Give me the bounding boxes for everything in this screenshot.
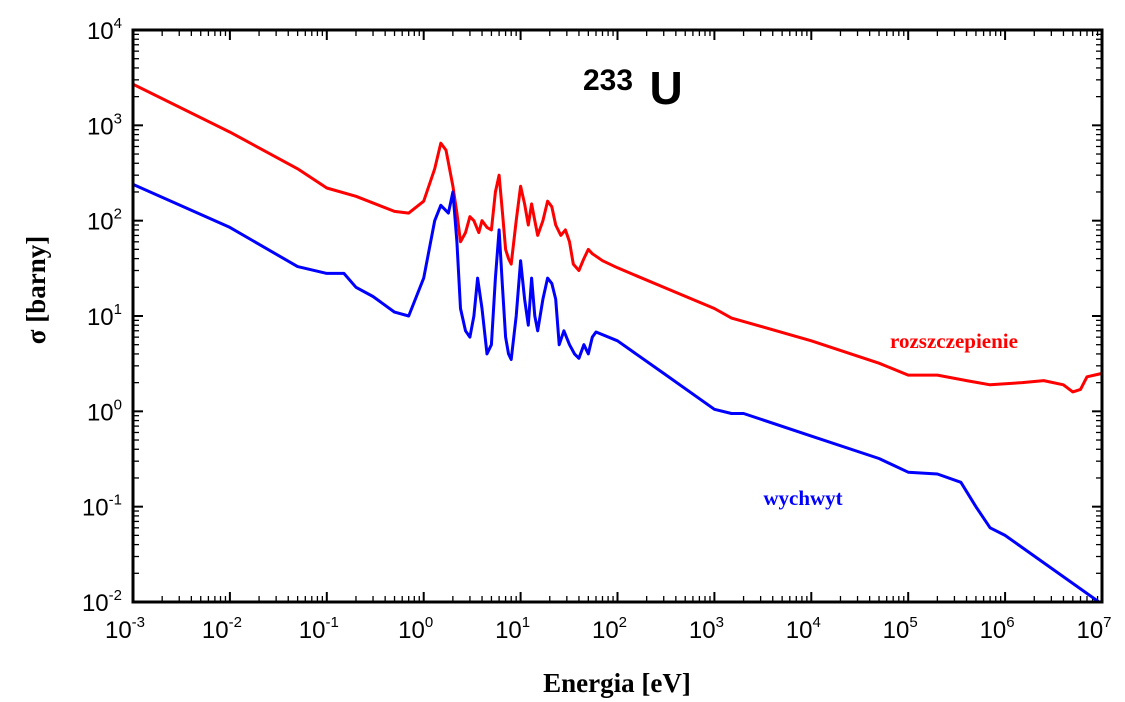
x-axis-title: Energia [eV] <box>543 668 691 698</box>
y-tick-label: 10-1 <box>82 492 122 522</box>
y-tick-exponent: 3 <box>114 110 122 127</box>
x-tick-exponent: 1 <box>522 614 530 631</box>
x-tick-exponent: 3 <box>716 614 724 631</box>
y-tick-exponent: 4 <box>114 15 122 32</box>
x-tick-base: 10 <box>883 617 910 644</box>
x-tick-label: 103 <box>689 614 724 644</box>
x-tick-label: 10-1 <box>299 614 339 644</box>
x-tick-base: 10 <box>1076 617 1103 644</box>
x-tick-exponent: 5 <box>909 614 917 631</box>
y-tick-label: 10-2 <box>82 587 122 617</box>
x-tick-base: 10 <box>105 617 132 644</box>
series-line-rozszczepienie <box>133 82 1102 394</box>
x-tick-exponent: 7 <box>1103 614 1111 631</box>
x-tick-base: 10 <box>202 617 229 644</box>
y-tick-base: 10 <box>87 399 114 426</box>
y-tick-exponent: 1 <box>114 301 122 318</box>
y-tick-base: 10 <box>87 304 114 331</box>
y-tick-exponent: -1 <box>109 492 122 509</box>
axis-ticks <box>132 30 1103 603</box>
x-tick-label: 106 <box>980 614 1015 644</box>
x-tick-base: 10 <box>980 617 1007 644</box>
y-axis-title: σ [barny] <box>21 236 51 344</box>
plot-frame <box>131 28 1104 604</box>
x-tick-label: 10-2 <box>202 614 242 644</box>
y-tick-exponent: 2 <box>114 206 122 223</box>
y-tick-base: 10 <box>87 209 114 236</box>
isotope-title: 233 U <box>583 62 683 114</box>
series-layer <box>133 82 1102 602</box>
y-tick-exponent: 0 <box>114 396 122 413</box>
x-tick-exponent: 6 <box>1006 614 1014 631</box>
x-tick-label: 105 <box>883 614 918 644</box>
series-label-rozszczepienie: rozszczepienie <box>890 329 1018 353</box>
y-tick-base: 10 <box>87 18 114 45</box>
x-tick-base: 10 <box>299 617 326 644</box>
x-tick-exponent: 2 <box>619 614 627 631</box>
x-tick-base: 10 <box>689 617 716 644</box>
x-tick-labels: 10-3 10-2 10-1 100 101 102 103 104 105 106 107 <box>105 614 1112 644</box>
y-tick-label: 103 <box>87 110 122 140</box>
x-tick-label: 101 <box>495 614 530 644</box>
y-tick-label: 100 <box>87 396 122 426</box>
x-tick-base: 10 <box>398 617 425 644</box>
y-tick-label: 101 <box>87 301 122 331</box>
x-tick-label: 10-3 <box>105 614 145 644</box>
x-tick-exponent: 0 <box>425 614 433 631</box>
y-tick-base: 10 <box>87 113 114 140</box>
y-tick-label: 104 <box>87 15 122 45</box>
x-tick-exponent: 4 <box>812 614 820 631</box>
x-tick-exponent: -1 <box>325 614 338 631</box>
x-tick-label: 100 <box>398 614 433 644</box>
isotope-element: U <box>650 62 683 114</box>
x-tick-exponent: -2 <box>229 614 242 631</box>
y-tick-base: 10 <box>82 590 109 617</box>
y-tick-base: 10 <box>82 495 109 522</box>
x-tick-base: 10 <box>786 617 813 644</box>
x-tick-label: 102 <box>592 614 627 644</box>
x-tick-label: 107 <box>1076 614 1111 644</box>
x-tick-exponent: -3 <box>132 614 145 631</box>
x-tick-label: 104 <box>786 614 821 644</box>
series-line-wychwyt <box>133 182 1102 602</box>
series-label-wychwyt: wychwyt <box>763 486 842 510</box>
isotope-mass-number: 233 <box>583 64 633 97</box>
y-tick-exponent: -2 <box>109 587 122 604</box>
y-tick-label: 102 <box>87 206 122 236</box>
x-tick-base: 10 <box>592 617 619 644</box>
x-tick-base: 10 <box>495 617 522 644</box>
